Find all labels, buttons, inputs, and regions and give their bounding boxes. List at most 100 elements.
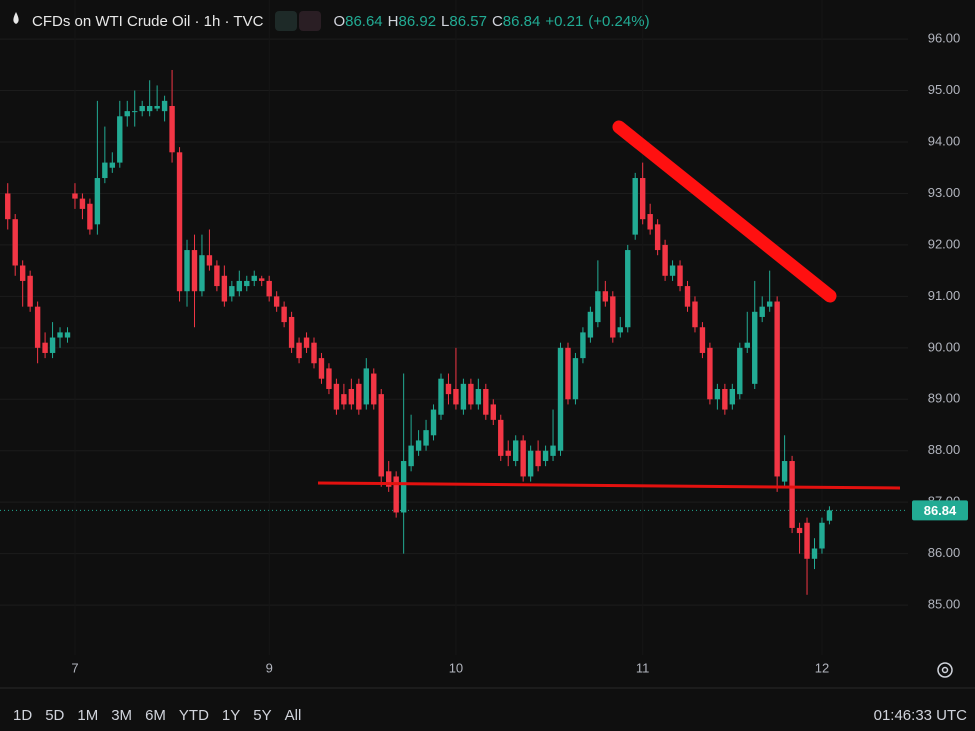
candle-body bbox=[408, 445, 414, 467]
candle-body bbox=[214, 265, 220, 287]
candle-body bbox=[393, 476, 399, 513]
candle-body bbox=[729, 388, 736, 405]
candle-body bbox=[12, 219, 18, 266]
candle-body bbox=[819, 522, 825, 549]
candle-body bbox=[707, 347, 713, 400]
candle-body bbox=[699, 327, 706, 353]
candle-body bbox=[64, 332, 71, 338]
candle-body bbox=[221, 275, 228, 302]
candle-body bbox=[79, 198, 86, 209]
candle-body bbox=[273, 296, 280, 307]
candle-body bbox=[445, 383, 452, 395]
range-button[interactable]: 6M bbox=[145, 706, 166, 724]
candle-body bbox=[102, 162, 108, 179]
candle-body bbox=[109, 162, 116, 168]
change-percent: (+0.24%) bbox=[588, 12, 650, 30]
range-button[interactable]: 1M bbox=[77, 706, 99, 724]
axes: 85.0086.0087.0088.0089.0090.0091.0092.00… bbox=[0, 12, 975, 689]
symbol-title: CFDs on WTI Crude Oil · 1h · TVC bbox=[32, 12, 264, 30]
candle-body bbox=[617, 327, 623, 333]
y-tick-label: 88.00 bbox=[928, 442, 961, 457]
settings-icon[interactable] bbox=[937, 662, 953, 678]
y-tick-label: 96.00 bbox=[928, 31, 961, 46]
candle-body bbox=[132, 111, 138, 113]
candle-body bbox=[303, 337, 310, 348]
candle-body bbox=[266, 280, 272, 297]
x-tick-label: 7 bbox=[71, 660, 78, 675]
candle-body bbox=[176, 152, 183, 292]
candle-body bbox=[169, 105, 175, 153]
candle-body bbox=[632, 178, 638, 235]
last-price-label: 86.84 bbox=[924, 503, 957, 518]
range-button[interactable]: 1Y bbox=[221, 706, 241, 724]
candle-body bbox=[206, 255, 213, 266]
candle-body bbox=[94, 178, 101, 225]
candle-body bbox=[244, 280, 250, 287]
candle-body bbox=[759, 306, 765, 317]
candle-body bbox=[677, 265, 683, 287]
candle-body bbox=[498, 419, 504, 456]
candle-body bbox=[647, 214, 653, 230]
candle-body bbox=[139, 105, 145, 112]
candle-body bbox=[236, 280, 243, 292]
candle-body bbox=[490, 404, 496, 420]
candle-body bbox=[363, 368, 369, 405]
candle-body bbox=[259, 278, 265, 281]
candle-body bbox=[438, 378, 444, 415]
candle-body bbox=[57, 332, 63, 338]
candle-body bbox=[595, 291, 601, 323]
candle-body bbox=[557, 347, 564, 451]
candle-body bbox=[639, 178, 646, 220]
candle-body bbox=[483, 388, 489, 415]
candle-body bbox=[191, 250, 198, 292]
range-button[interactable]: 1D bbox=[13, 706, 33, 724]
candle-body bbox=[766, 301, 773, 307]
candle-body bbox=[580, 332, 586, 359]
candle-body bbox=[117, 116, 123, 163]
candle-body bbox=[774, 301, 780, 477]
x-tick-label: 12 bbox=[815, 660, 829, 675]
clock: 01:46:33 UTC bbox=[873, 706, 967, 724]
range-button[interactable]: 3M bbox=[111, 706, 133, 724]
candle-body bbox=[423, 430, 429, 446]
range-button[interactable]: 5D bbox=[45, 706, 65, 724]
candle-body bbox=[826, 510, 833, 521]
candle-body bbox=[34, 306, 41, 348]
candle-body bbox=[184, 250, 190, 292]
range-button[interactable]: All bbox=[284, 706, 302, 724]
candle-body bbox=[199, 255, 205, 292]
trend-line bbox=[612, 120, 837, 303]
candle-body bbox=[161, 100, 168, 112]
ohlc-label: O bbox=[333, 12, 346, 30]
ohlc-value: 86.92 bbox=[398, 12, 437, 30]
range-button[interactable]: 5Y bbox=[253, 706, 272, 724]
candle-body bbox=[811, 548, 818, 559]
range-button[interactable]: YTD bbox=[178, 706, 209, 724]
toolbar: 1D 5D 1M 3M 6M YTD 1Y 5Y All 01:46:33 UTC bbox=[0, 699, 975, 731]
candle-body bbox=[602, 291, 609, 302]
support-line bbox=[317, 481, 901, 490]
candle-body bbox=[654, 224, 661, 251]
candle-body bbox=[124, 111, 130, 117]
ohlc-value: 86.84 bbox=[502, 12, 541, 30]
y-tick-label: 85.00 bbox=[928, 597, 961, 612]
candle-body bbox=[251, 275, 257, 281]
y-tick-label: 86.00 bbox=[928, 545, 961, 560]
candle-body bbox=[49, 337, 56, 353]
candle-body bbox=[744, 342, 750, 348]
candle-body bbox=[520, 440, 526, 477]
candle-body bbox=[326, 368, 332, 389]
compare-icon[interactable] bbox=[299, 11, 322, 31]
candle-body bbox=[669, 265, 676, 276]
status-icon[interactable] bbox=[275, 11, 298, 31]
candle-body bbox=[42, 342, 48, 353]
ohlc-label: C bbox=[491, 12, 503, 30]
candle-body bbox=[722, 388, 728, 410]
candle-body bbox=[19, 265, 26, 281]
drop-icon bbox=[13, 12, 19, 24]
candle-body bbox=[714, 388, 721, 400]
candle-body bbox=[5, 193, 11, 220]
candle-body bbox=[512, 440, 519, 462]
